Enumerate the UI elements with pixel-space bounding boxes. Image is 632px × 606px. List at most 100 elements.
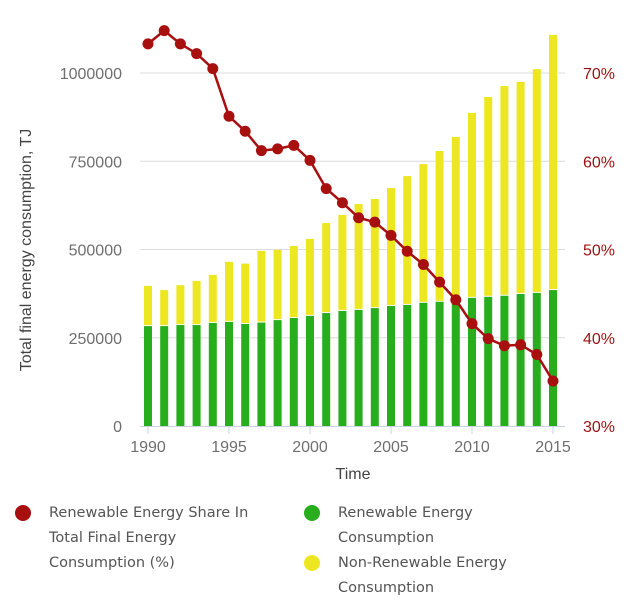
x-axis-title: Time	[336, 466, 371, 483]
bar-non-renewable	[176, 285, 185, 325]
line-point	[434, 276, 446, 288]
bar-renewable	[225, 321, 233, 426]
bar-renewable	[273, 320, 282, 426]
bar-non-renewable	[322, 223, 331, 313]
legend-label-line: Consumption	[338, 580, 435, 596]
bar-non-renewable	[306, 238, 314, 315]
bar-non-renewable	[144, 285, 152, 326]
bar-non-renewable	[435, 151, 444, 301]
bar-renewable	[419, 302, 428, 426]
bar-renewable	[176, 325, 185, 426]
line-point	[547, 375, 559, 387]
bar-renewable	[468, 297, 476, 426]
line-point	[304, 154, 316, 166]
line-point	[450, 294, 462, 306]
bar-non-renewable	[241, 263, 250, 323]
y-tick-label: 0	[113, 419, 122, 436]
legend-item-renewable-share[interactable]: Renewable Energy Share In Total Final En…	[15, 501, 248, 576]
bar-renewable	[144, 326, 152, 426]
bar-renewable	[500, 295, 509, 426]
bar-renewable	[435, 301, 444, 426]
bar-non-renewable	[354, 203, 363, 309]
line-point	[272, 143, 284, 155]
legend: Renewable Energy Share In Total Final En…	[0, 496, 632, 606]
bar-non-renewable	[208, 274, 217, 322]
bar-renewable	[208, 322, 217, 426]
bar-non-renewable	[387, 188, 395, 305]
bar-renewable	[549, 290, 557, 426]
bar-non-renewable	[403, 176, 412, 304]
legend-label-line: Total Final Energy	[49, 530, 177, 546]
legend-marker-green-icon	[304, 505, 320, 521]
bar-renewable	[160, 326, 169, 426]
bar-renewable	[306, 315, 314, 426]
line-point	[353, 212, 365, 224]
line-point	[401, 245, 413, 257]
bar-renewable	[354, 309, 363, 426]
line-point	[158, 25, 170, 37]
bar-non-renewable	[419, 164, 428, 302]
bar-renewable	[484, 296, 493, 426]
bar-non-renewable	[532, 69, 541, 292]
bar-non-renewable	[451, 136, 460, 299]
legend-item-renewable-consumption[interactable]: Renewable Energy Consumption	[304, 501, 473, 551]
legend-label: Renewable Energy Share In Total Final En…	[49, 501, 248, 576]
legend-label-line: Non-Renewable Energy	[338, 555, 507, 571]
bar-renewable	[241, 323, 250, 426]
bar-renewable	[338, 310, 347, 426]
bar-non-renewable	[225, 261, 233, 321]
legend-label: Non-Renewable Energy Consumption	[338, 551, 507, 601]
legend-label-line: Renewable Energy Share In	[49, 505, 249, 521]
line-point	[207, 63, 219, 75]
line-point	[142, 38, 154, 50]
bar-renewable	[322, 313, 331, 426]
bar-renewable	[192, 325, 201, 426]
line-point	[239, 125, 251, 137]
bar-renewable	[370, 308, 379, 426]
bar-renewable	[387, 305, 395, 426]
line-point	[336, 197, 348, 209]
x-axis: 1990 1995 2000 2005 2010 2015	[130, 426, 571, 456]
line-point	[320, 183, 332, 195]
line-point	[223, 110, 235, 122]
bar-renewable	[451, 299, 460, 426]
legend-marker-red-icon	[15, 505, 31, 521]
legend-label: Renewable Energy Consumption	[338, 501, 473, 551]
x-tick-label: 2015	[535, 439, 571, 456]
line-point	[482, 333, 494, 345]
bar-renewable	[516, 293, 525, 426]
x-tick-label: 2010	[454, 439, 490, 456]
line-point	[417, 259, 429, 271]
bar-non-renewable	[160, 290, 169, 326]
legend-marker-yellow-icon	[304, 555, 320, 571]
line-point	[498, 340, 510, 352]
bar-renewable	[289, 317, 298, 426]
y-axis-left: 0 250000 500000 750000 1000000	[60, 66, 122, 436]
y-axis-right: 30% 40% 50% 60% 70%	[583, 66, 615, 436]
line-point	[191, 48, 203, 60]
line-point	[466, 318, 478, 330]
bar-non-renewable	[257, 250, 266, 322]
y-axis-title: Total final energy consumption, TJ	[18, 129, 35, 372]
line-point	[515, 339, 527, 351]
line-point	[288, 139, 300, 151]
bar-non-renewable	[549, 34, 557, 290]
bar-non-renewable	[338, 214, 347, 310]
bar-non-renewable	[468, 112, 476, 297]
x-tick-label: 2005	[373, 439, 409, 456]
y2-tick-label: 70%	[583, 66, 615, 83]
energy-chart: 1990 1995 2000 2005 2010 2015 0 250000 500000 75…	[18, 25, 615, 483]
x-tick-label: 2000	[292, 439, 328, 456]
bar-non-renewable	[370, 199, 379, 308]
bar-non-renewable	[289, 245, 298, 317]
legend-item-non-renewable-consumption[interactable]: Non-Renewable Energy Consumption	[304, 551, 507, 601]
x-tick-label: 1995	[211, 439, 247, 456]
y2-tick-label: 50%	[583, 243, 615, 260]
line-point	[369, 216, 381, 228]
bar-non-renewable	[484, 97, 493, 296]
bar-non-renewable	[273, 249, 282, 320]
x-tick-label: 1990	[130, 439, 166, 456]
bar-non-renewable	[516, 81, 525, 293]
bar-renewable	[257, 322, 266, 426]
line-point	[531, 349, 543, 361]
